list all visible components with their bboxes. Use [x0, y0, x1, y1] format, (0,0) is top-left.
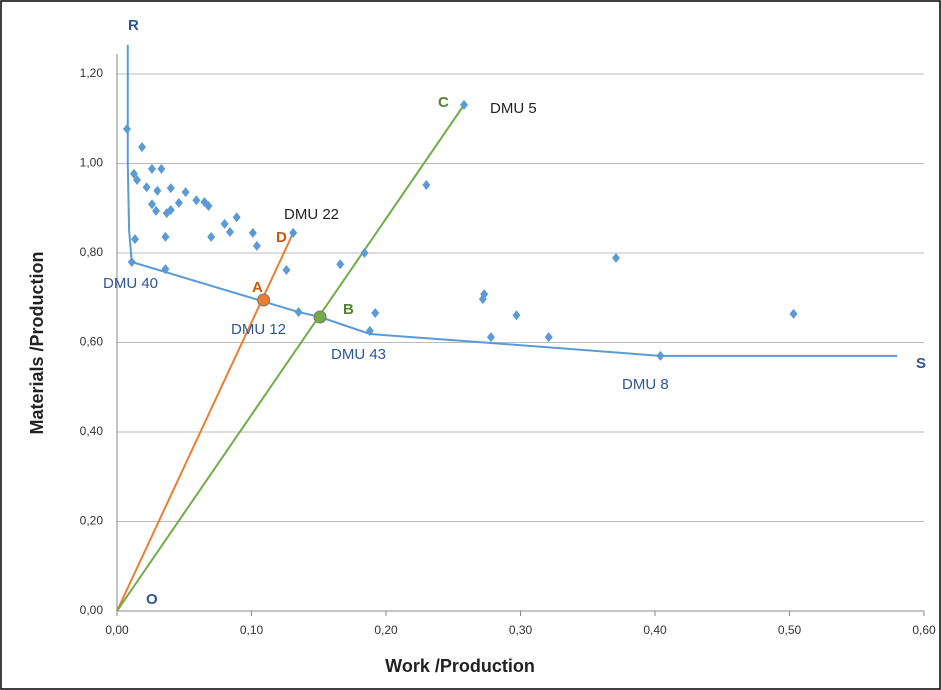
- annotation: DMU 12: [231, 321, 286, 338]
- point: [147, 199, 156, 210]
- point: [129, 168, 138, 179]
- annotation: DMU 43: [331, 346, 386, 363]
- annotation: DMU 5: [490, 100, 537, 117]
- point: [147, 163, 156, 174]
- x-tick-label: 0,30: [509, 623, 533, 637]
- point: [512, 310, 521, 321]
- y-axis-title: Materials /Production: [27, 251, 47, 434]
- point: [122, 124, 131, 135]
- point: [138, 141, 147, 152]
- point: [181, 187, 190, 198]
- point: [252, 240, 261, 251]
- point: [480, 289, 489, 300]
- annotation: S: [916, 355, 926, 372]
- point: [460, 99, 469, 110]
- point: [282, 265, 291, 276]
- point: [207, 231, 216, 242]
- annotation: C: [438, 94, 449, 111]
- point: [220, 218, 229, 229]
- point: [192, 195, 201, 206]
- point: [365, 325, 374, 336]
- annotation: B: [343, 301, 354, 318]
- x-tick-label: 0,60: [912, 623, 936, 637]
- point: [789, 308, 798, 319]
- point: [157, 163, 166, 174]
- point: [204, 201, 213, 212]
- point: [174, 197, 183, 208]
- annotation: A: [252, 279, 263, 296]
- y-tick-label: 1,20: [80, 66, 104, 80]
- point: [161, 264, 170, 275]
- y-tick-label: 0,80: [80, 245, 104, 259]
- point: [133, 175, 142, 186]
- point: [225, 226, 234, 237]
- point: [486, 332, 495, 343]
- y-tick-label: 0,00: [80, 603, 104, 617]
- x-tick-label: 0,00: [105, 623, 129, 637]
- y-tick-label: 0,20: [80, 514, 104, 528]
- x-tick-label: 0,20: [374, 623, 398, 637]
- y-tick-label: 0,60: [80, 335, 104, 349]
- point: [127, 256, 136, 267]
- x-tick-label: 0,40: [643, 623, 667, 637]
- marker: [313, 310, 327, 324]
- annotation: DMU 8: [622, 376, 669, 393]
- ray: [116, 104, 465, 612]
- point: [294, 307, 303, 318]
- y-tick-label: 0,40: [80, 424, 104, 438]
- point: [289, 227, 298, 238]
- point: [166, 183, 175, 194]
- x-axis-title: Work /Production: [385, 656, 535, 676]
- point: [131, 234, 140, 245]
- point: [161, 231, 170, 242]
- x-tick-label: 0,50: [778, 623, 802, 637]
- annotation: R: [128, 17, 139, 34]
- point: [611, 252, 620, 263]
- point: [142, 182, 151, 193]
- annotation: D: [276, 229, 287, 246]
- annotation: DMU 22: [284, 206, 339, 223]
- point: [371, 307, 380, 318]
- point: [152, 205, 161, 216]
- point: [166, 205, 175, 216]
- annotation: DMU 40: [103, 275, 158, 292]
- point: [153, 185, 162, 196]
- point: [360, 248, 369, 258]
- point: [544, 332, 553, 343]
- point: [248, 227, 257, 238]
- point: [336, 259, 345, 270]
- y-tick-label: 1,00: [80, 156, 104, 170]
- point: [656, 350, 665, 361]
- point: [232, 212, 241, 223]
- annotation: O: [146, 591, 158, 608]
- point: [422, 179, 431, 190]
- x-tick-label: 0,10: [240, 623, 264, 637]
- frontier-line: [126, 44, 898, 357]
- marker: [257, 293, 271, 307]
